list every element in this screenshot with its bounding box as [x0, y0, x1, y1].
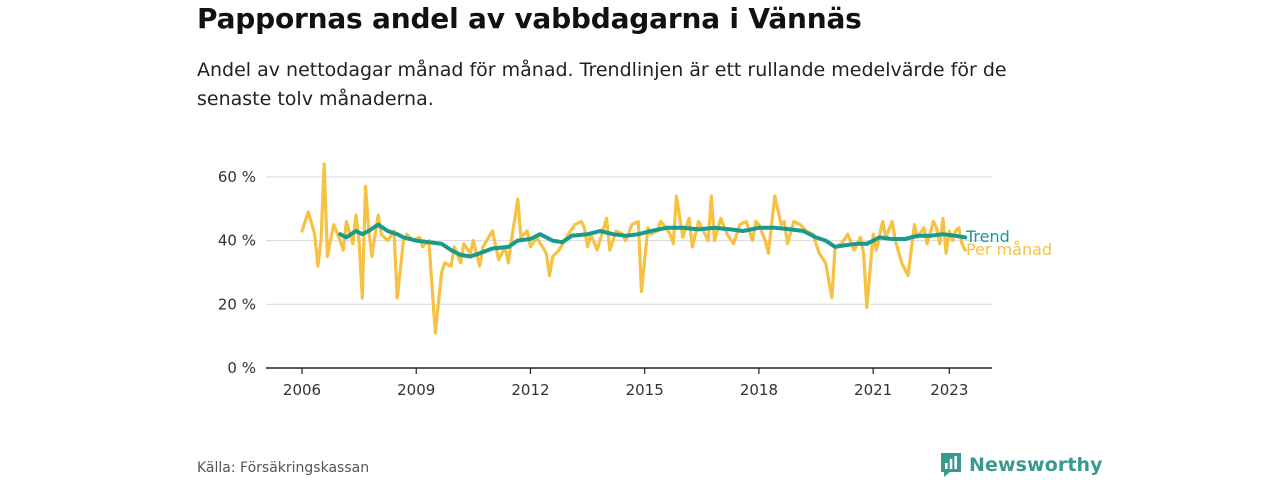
- monthly-series-line: [300, 162, 967, 335]
- series: [300, 162, 968, 335]
- trend-series-label: Trend: [965, 227, 1010, 246]
- y-tick-label: 40 %: [218, 232, 256, 250]
- trend-series-line: [338, 222, 968, 259]
- bar-chart-icon: [941, 453, 961, 477]
- x-tick-label: 2012: [511, 381, 549, 399]
- x-tick-label: 2023: [930, 381, 968, 399]
- monthly-series-label: Per månad: [966, 240, 1052, 259]
- brand-name: Newsworthy: [969, 454, 1103, 476]
- x-tick-label: 2021: [854, 381, 892, 399]
- y-tick-label: 60 %: [218, 168, 256, 186]
- x-tick-label: 2018: [740, 381, 778, 399]
- source-note: Källa: Försäkringskassan: [197, 460, 370, 476]
- x-tick-label: 2015: [626, 381, 664, 399]
- chart-subtitle: Andel av nettodagar månad för månad. Tre…: [197, 59, 1007, 110]
- newsworthy-logo[interactable]: Newsworthy: [940, 451, 1103, 479]
- x-tick-label: 2006: [283, 381, 321, 399]
- y-tick-label: 20 %: [218, 295, 256, 313]
- y-tick-label: 0 %: [227, 359, 256, 377]
- axes: 0 % 20 % 40 % 60 % 2006 2009 2012 2015 2018 2021 2…: [218, 168, 992, 399]
- chart-title: Pappornas andel av vabbdagarna i Vännäs: [197, 2, 862, 35]
- x-tick-label: 2009: [397, 381, 435, 399]
